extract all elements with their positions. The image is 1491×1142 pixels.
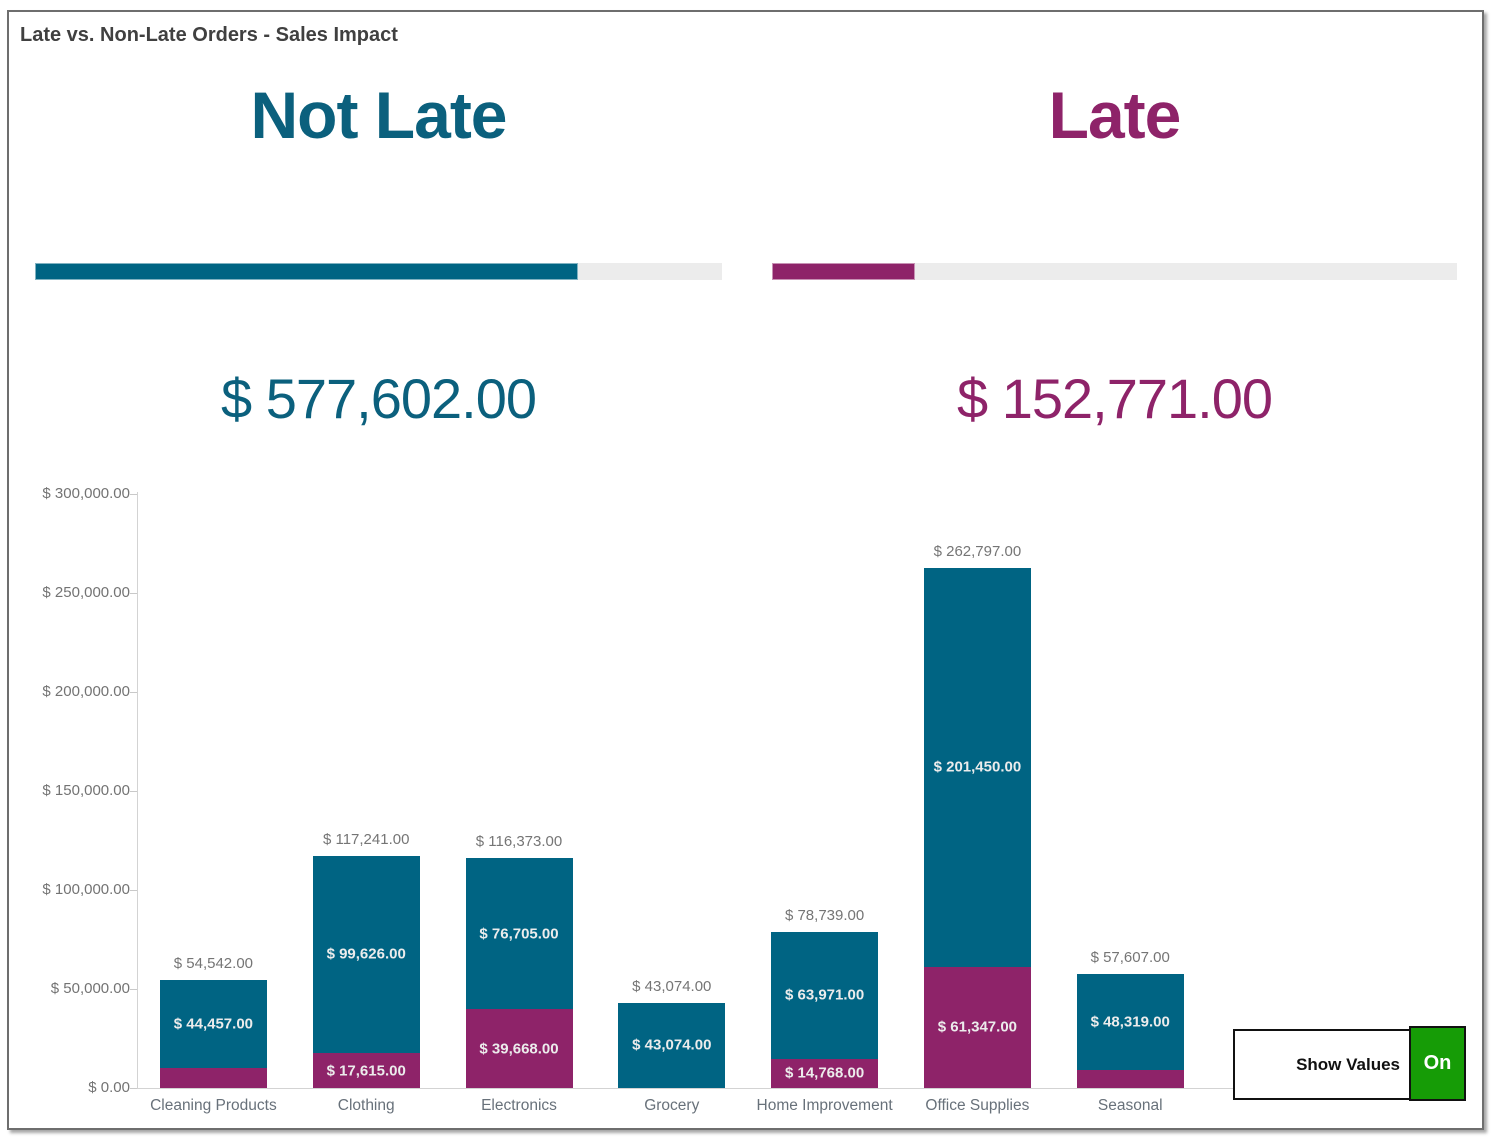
bar-segment-not-late[interactable]: $ 99,626.00 — [312, 855, 420, 1054]
y-axis-line — [137, 492, 138, 1088]
y-axis-tick — [130, 692, 137, 693]
kpi-late-gauge-track — [772, 263, 1457, 280]
y-axis-tick — [130, 1088, 137, 1089]
y-axis-tick — [130, 791, 137, 792]
y-axis-label: $ 150,000.00 — [42, 782, 130, 799]
x-axis-label: Grocery — [644, 1097, 700, 1114]
kpi-late-label: Late — [1048, 78, 1182, 152]
bar-segment-late[interactable] — [1076, 1069, 1184, 1088]
y-axis-tick — [130, 989, 137, 990]
bar-total-label: $ 78,739.00 — [784, 907, 865, 925]
bar-segment-value-label: $ 63,971.00 — [784, 986, 865, 1004]
x-axis-label: Cleaning Products — [150, 1097, 277, 1114]
kpi-late-gauge-fill — [772, 263, 916, 280]
bar-segment-not-late[interactable]: $ 76,705.00 — [465, 857, 573, 1010]
y-axis-tick — [130, 593, 137, 594]
bar-segment-not-late[interactable]: $ 201,450.00 — [923, 567, 1031, 967]
y-axis-label: $ 250,000.00 — [42, 584, 130, 601]
bar-total-label: $ 54,542.00 — [173, 955, 254, 972]
x-axis-line — [137, 1088, 1460, 1089]
kpi-late-value: $ 152,771.00 — [957, 367, 1273, 430]
bar-segment-value-label: $ 43,074.00 — [632, 1036, 712, 1054]
kpi-not-late-gauge-track — [35, 263, 722, 280]
bar-segment-value-label: $ 99,626.00 — [326, 945, 406, 963]
bar-total-label: $ 116,373.00 — [475, 832, 563, 850]
bar-segment-late[interactable]: $ 17,615.00 — [312, 1053, 420, 1088]
bar-segment-value-label: $ 201,450.00 — [933, 758, 1022, 776]
bar-segment-value-label: $ 14,768.00 — [784, 1064, 865, 1082]
bar-segment-value-label: $ 44,457.00 — [173, 1015, 254, 1033]
bar-segment-not-late[interactable]: $ 43,074.00 — [618, 1002, 726, 1088]
y-axis-label: $ 50,000.00 — [50, 980, 130, 997]
bar-total-label: $ 262,797.00 — [933, 542, 1022, 560]
bar-total-label: $ 43,074.00 — [632, 977, 712, 995]
bar-segment-value-label: $ 39,668.00 — [479, 1040, 559, 1058]
y-axis-label: $ 0.00 — [88, 1079, 130, 1096]
x-axis-label: Electronics — [481, 1097, 557, 1114]
kpi-not-late-label: Not Late — [250, 78, 508, 152]
kpi-chart-panel — [7, 10, 1484, 1130]
bar-segment-value-label: $ 17,615.00 — [326, 1062, 406, 1080]
y-axis-label: $ 300,000.00 — [42, 485, 130, 502]
bar-total-label: $ 57,607.00 — [1090, 948, 1170, 966]
bar-segment-value-label: $ 76,705.00 — [479, 925, 559, 943]
panel-title: Late vs. Non-Late Orders - Sales Impact — [20, 24, 398, 46]
y-axis-tick — [130, 890, 137, 891]
show-values-label: Show Values — [1233, 1029, 1411, 1100]
bar-segment-late[interactable]: $ 61,347.00 — [923, 966, 1031, 1088]
x-axis-label: Seasonal — [1097, 1097, 1163, 1114]
y-axis-label: $ 100,000.00 — [42, 881, 130, 898]
kpi-not-late-value: $ 577,602.00 — [221, 367, 537, 430]
show-values-state-button[interactable]: On — [1409, 1026, 1466, 1101]
kpi-not-late-gauge-fill — [35, 263, 579, 280]
bar-segment-value-label: $ 48,319.00 — [1090, 1013, 1170, 1031]
x-axis-label: Office Supplies — [925, 1097, 1030, 1114]
bar-segment-not-late[interactable]: $ 48,319.00 — [1076, 973, 1184, 1070]
bar-segment-late[interactable] — [159, 1068, 267, 1088]
bar-segment-late[interactable]: $ 39,668.00 — [465, 1009, 573, 1088]
y-axis-label: $ 200,000.00 — [42, 683, 130, 700]
bar-segment-late[interactable]: $ 14,768.00 — [771, 1058, 879, 1088]
show-values-toggle[interactable]: Show Values On — [1233, 1026, 1466, 1101]
bar-total-label: $ 117,241.00 — [322, 830, 410, 848]
bar-segment-not-late[interactable]: $ 63,971.00 — [771, 932, 879, 1059]
y-axis-tick — [130, 494, 137, 495]
bar-segment-not-late[interactable]: $ 44,457.00 — [159, 980, 267, 1069]
x-axis-label: Home Improvement — [756, 1097, 893, 1114]
bar-segment-value-label: $ 61,347.00 — [937, 1018, 1018, 1036]
x-axis-label: Clothing — [337, 1097, 395, 1114]
